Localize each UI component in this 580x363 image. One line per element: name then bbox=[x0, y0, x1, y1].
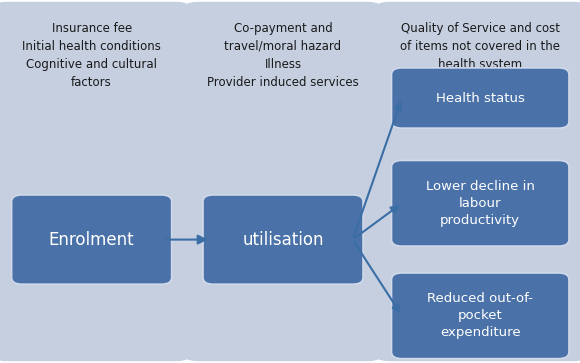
FancyBboxPatch shape bbox=[12, 195, 172, 284]
FancyBboxPatch shape bbox=[183, 2, 383, 361]
Text: Quality of Service and cost
of items not covered in the
health system: Quality of Service and cost of items not… bbox=[400, 22, 560, 71]
Text: Insurance fee
Initial health conditions
Cognitive and cultural
factors: Insurance fee Initial health conditions … bbox=[22, 22, 161, 89]
FancyBboxPatch shape bbox=[392, 160, 569, 246]
Text: Lower decline in
labour
productivity: Lower decline in labour productivity bbox=[426, 180, 535, 227]
FancyBboxPatch shape bbox=[374, 2, 580, 361]
FancyBboxPatch shape bbox=[392, 273, 569, 359]
Text: Reduced out-of-
pocket
expenditure: Reduced out-of- pocket expenditure bbox=[427, 292, 533, 339]
FancyBboxPatch shape bbox=[392, 68, 569, 128]
Text: utilisation: utilisation bbox=[242, 231, 324, 249]
FancyBboxPatch shape bbox=[203, 195, 363, 284]
Text: Co-payment and
travel/moral hazard
Illness
Provider induced services: Co-payment and travel/moral hazard Illne… bbox=[207, 22, 359, 89]
Text: Enrolment: Enrolment bbox=[49, 231, 135, 249]
FancyBboxPatch shape bbox=[0, 2, 191, 361]
Text: Health status: Health status bbox=[436, 91, 525, 105]
